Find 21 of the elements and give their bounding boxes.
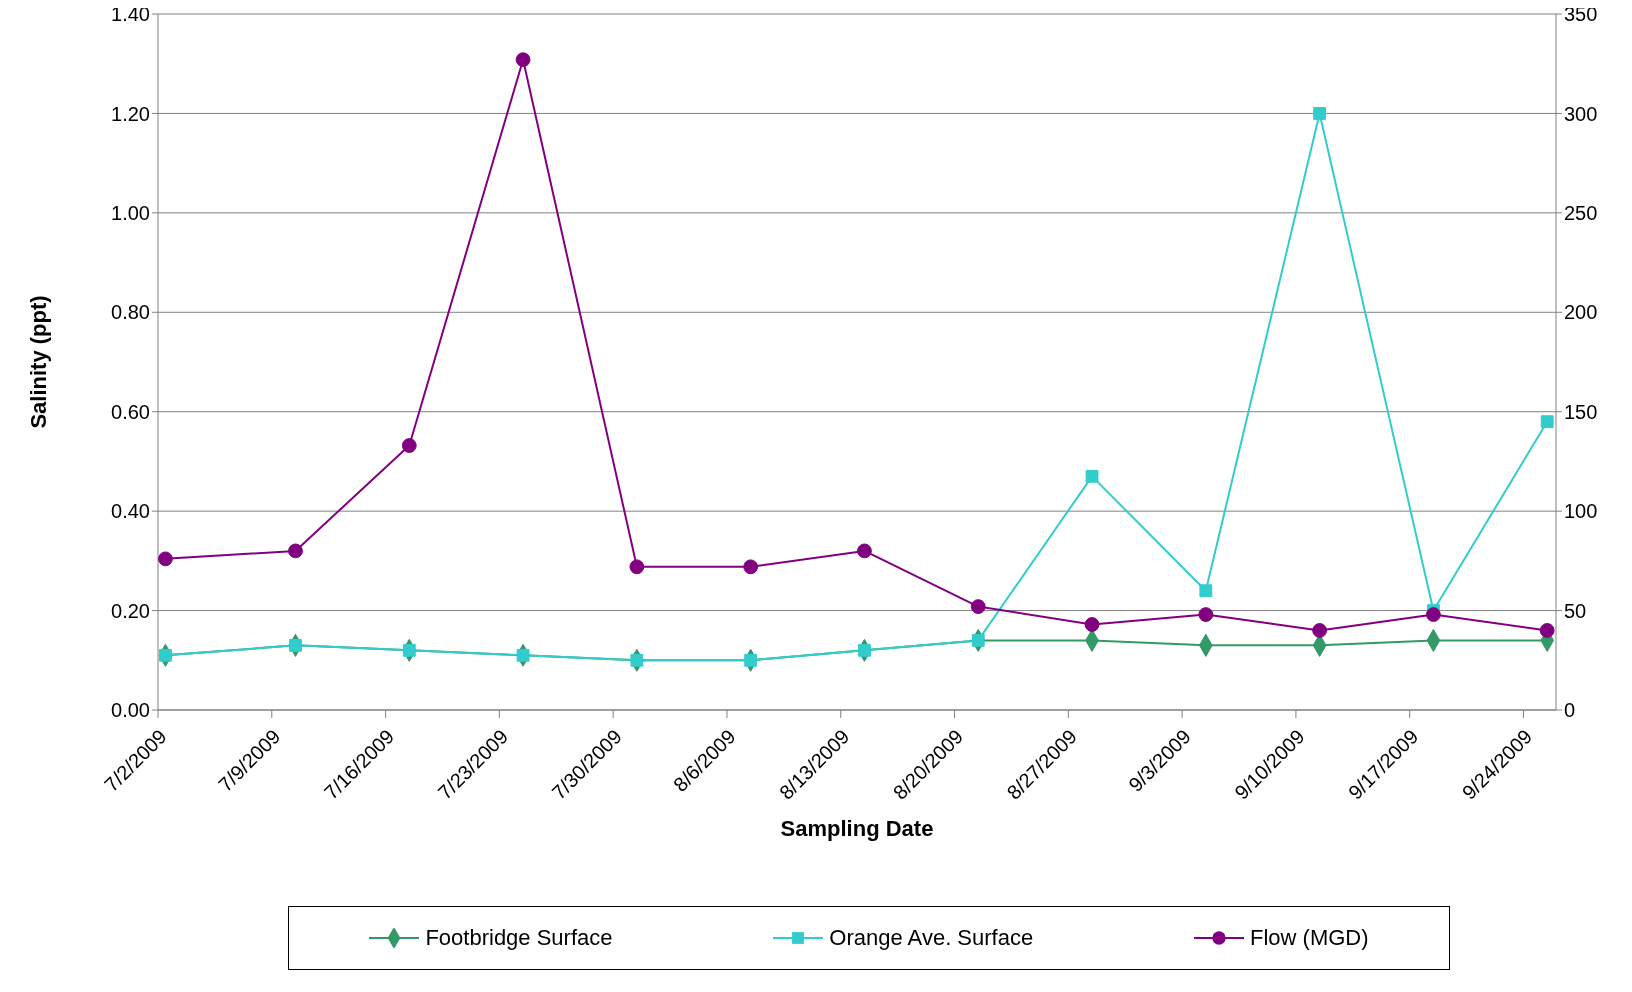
legend-label: Footbridge Surface	[424, 925, 613, 951]
y2-tick-label: 150	[1564, 400, 1598, 423]
y-tick-label: 0.00	[111, 699, 150, 722]
y-tick-label: 0.60	[111, 400, 150, 423]
y-tick-label: 0.20	[111, 599, 150, 622]
x-axis-title: Sampling Date	[780, 816, 934, 841]
legend-label: Flow (MGD)	[1249, 925, 1369, 951]
y2-tick-label: 300	[1564, 102, 1598, 125]
y2-tick-label: 350	[1564, 3, 1598, 26]
y-tick-label: 1.20	[111, 102, 150, 125]
y2-tick-label: 50	[1564, 599, 1587, 622]
legend-label: Orange Ave. Surface	[828, 925, 1034, 951]
y-tick-label: 1.00	[111, 201, 150, 224]
y-tick-label: 0.80	[111, 301, 150, 324]
y-axis-title: Salinity (ppt)	[25, 295, 51, 429]
y-tick-label: 1.40	[111, 3, 150, 26]
y2-tick-label: 100	[1564, 500, 1598, 523]
y2-tick-label: 0	[1564, 699, 1576, 722]
y2-tick-label: 200	[1564, 301, 1598, 324]
y-tick-label: 0.40	[111, 500, 150, 523]
y2-tick-label: 250	[1564, 201, 1598, 224]
